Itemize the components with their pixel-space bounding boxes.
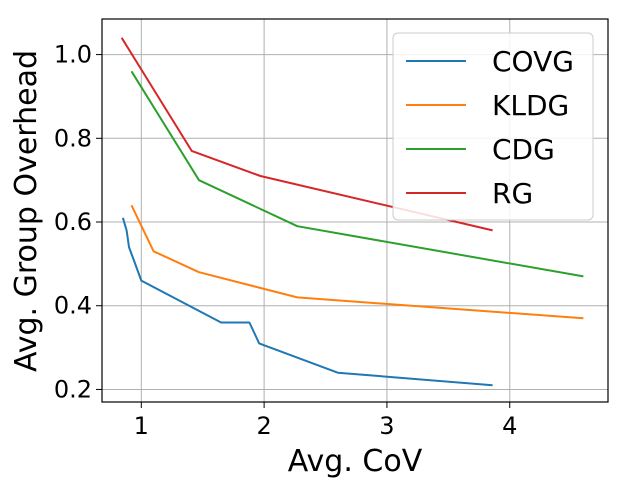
x-tick-label: 1 bbox=[134, 412, 149, 440]
x-axis-label: Avg. CoV bbox=[288, 444, 423, 479]
y-tick-label: 1.0 bbox=[54, 41, 92, 69]
y-axis-label: Avg. Group Overhead bbox=[9, 50, 44, 372]
y-ticks: 0.2 0.4 0.6 0.8 1.0 bbox=[54, 41, 102, 403]
x-tick-label: 4 bbox=[502, 412, 517, 440]
legend: COVG KLDG CDG RG bbox=[392, 32, 594, 221]
legend-box bbox=[392, 32, 594, 221]
x-tick-label: 2 bbox=[256, 412, 271, 440]
y-tick-label: 0.6 bbox=[54, 208, 92, 236]
series-line-cdg bbox=[130, 70, 584, 278]
legend-label-kldg: KLDG bbox=[492, 89, 569, 122]
series-line-kldg bbox=[130, 204, 584, 320]
y-tick-label: 0.8 bbox=[54, 124, 92, 152]
y-tick-label: 0.4 bbox=[54, 292, 92, 320]
legend-label-cdg: CDG bbox=[492, 133, 555, 166]
legend-label-covg: COVG bbox=[492, 45, 574, 78]
series-lines bbox=[120, 37, 584, 387]
x-ticks: 1 2 3 4 bbox=[134, 402, 517, 440]
series-line-covg bbox=[121, 217, 493, 387]
legend-label-rg: RG bbox=[492, 177, 533, 210]
plot-frame bbox=[101, 18, 609, 403]
series-line-rg bbox=[120, 37, 493, 232]
y-tick-label: 0.2 bbox=[54, 375, 92, 403]
x-tick-label: 3 bbox=[379, 412, 394, 440]
